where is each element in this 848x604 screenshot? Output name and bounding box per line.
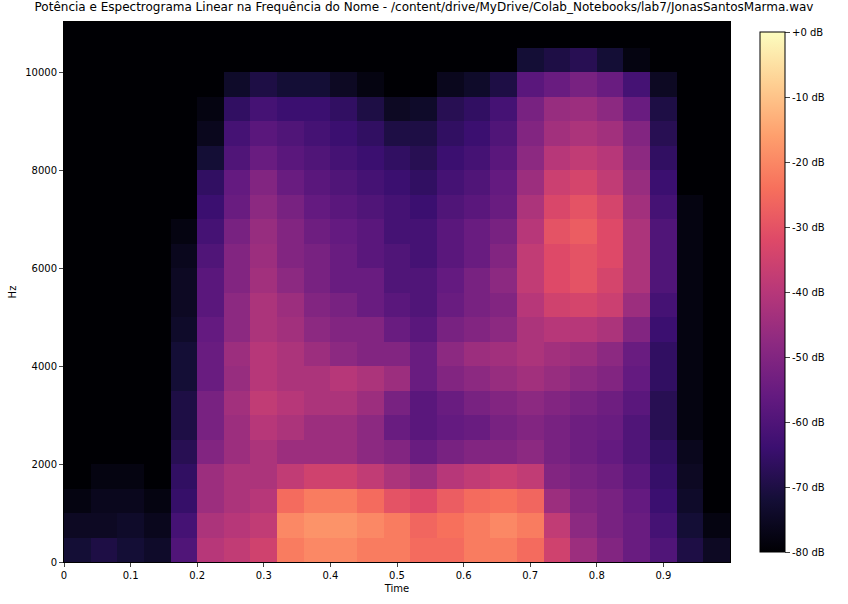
svg-text:+0 dB: +0 dB xyxy=(792,27,823,38)
svg-text:-40 dB: -40 dB xyxy=(792,287,825,298)
svg-text:-20 dB: -20 dB xyxy=(792,157,825,168)
svg-text:Time: Time xyxy=(384,583,409,594)
svg-text:-10 dB: -10 dB xyxy=(792,92,825,103)
svg-text:0.5: 0.5 xyxy=(389,570,405,581)
svg-text:-70 dB: -70 dB xyxy=(792,482,825,493)
svg-text:0: 0 xyxy=(51,557,57,568)
svg-text:-80 dB: -80 dB xyxy=(792,547,825,558)
svg-text:2000: 2000 xyxy=(32,459,57,470)
svg-text:0: 0 xyxy=(61,570,67,581)
svg-text:-30 dB: -30 dB xyxy=(792,222,825,233)
svg-text:4000: 4000 xyxy=(32,361,57,372)
svg-text:-60 dB: -60 dB xyxy=(792,417,825,428)
svg-text:10000: 10000 xyxy=(25,67,57,78)
svg-text:0.2: 0.2 xyxy=(189,570,205,581)
svg-text:0.3: 0.3 xyxy=(256,570,272,581)
svg-text:0.8: 0.8 xyxy=(589,570,605,581)
svg-text:0.6: 0.6 xyxy=(456,570,472,581)
svg-text:0.1: 0.1 xyxy=(123,570,139,581)
svg-text:Potência e Espectrograma Linea: Potência e Espectrograma Linear na Frequ… xyxy=(35,0,814,14)
svg-text:6000: 6000 xyxy=(32,263,57,274)
svg-text:0.9: 0.9 xyxy=(655,570,671,581)
svg-text:-50 dB: -50 dB xyxy=(792,352,825,363)
svg-text:Hz: Hz xyxy=(7,286,18,299)
svg-text:0.4: 0.4 xyxy=(322,570,338,581)
svg-text:8000: 8000 xyxy=(32,165,57,176)
svg-text:0.7: 0.7 xyxy=(522,570,538,581)
